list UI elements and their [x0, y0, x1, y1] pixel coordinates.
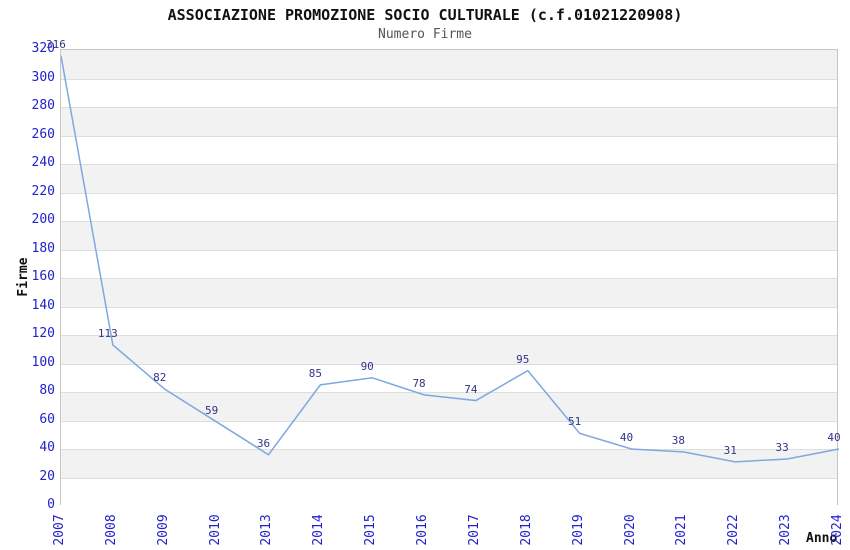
x-tick-label: 2024 — [830, 514, 845, 546]
y-tick-label: 80 — [39, 383, 55, 398]
gridline — [61, 363, 837, 365]
y-tick-label: 240 — [31, 155, 55, 170]
y-tick-label: 280 — [31, 98, 55, 113]
x-tick-label: 2023 — [778, 514, 794, 546]
gridline — [61, 192, 837, 194]
data-point-label: 31 — [723, 443, 737, 457]
y-tick-label: 320 — [31, 41, 55, 56]
x-tick-label: 2010 — [207, 514, 223, 546]
grid-band — [61, 107, 837, 136]
y-tick-label: 0 — [47, 497, 55, 512]
y-tick-label: 160 — [31, 269, 55, 284]
data-point-label: 38 — [671, 433, 686, 447]
gridline — [61, 420, 837, 422]
grid-band — [61, 477, 837, 506]
y-tick-label: 100 — [31, 354, 55, 370]
grid-band — [61, 306, 837, 335]
data-point-label: 85 — [308, 366, 322, 380]
grid-band — [61, 278, 837, 307]
x-tick-label: 2016 — [415, 514, 431, 546]
y-tick-label: 300 — [31, 69, 55, 85]
x-tick-label: 2021 — [674, 514, 690, 546]
data-point-label: 316 — [46, 37, 66, 51]
y-tick-label: 200 — [31, 212, 55, 227]
y-tick-label: 180 — [31, 240, 55, 256]
x-tick-label: 2018 — [518, 514, 534, 546]
y-tick-label: 60 — [39, 411, 55, 427]
gridline — [61, 306, 837, 308]
x-tick-label: 2007 — [52, 514, 67, 546]
grid-band — [61, 78, 837, 107]
data-point-label: 78 — [412, 376, 426, 390]
data-point-label: 113 — [97, 326, 118, 340]
data-point-label: 95 — [516, 352, 530, 366]
x-tick-label: 2008 — [103, 514, 119, 546]
grid-band — [61, 363, 837, 392]
gridline — [61, 335, 837, 336]
x-tick-label: 2017 — [466, 514, 482, 546]
x-tick-label: 2015 — [363, 514, 379, 546]
gridline — [61, 392, 837, 393]
gridline — [61, 221, 837, 222]
y-tick-label: 20 — [39, 468, 55, 484]
grid-band — [61, 221, 837, 250]
series-polyline — [61, 55, 839, 463]
data-point-label: 33 — [775, 440, 789, 454]
data-point-label: 90 — [360, 359, 374, 373]
data-point-label: 40 — [619, 431, 634, 444]
chart-subtitle: Numero Firme — [378, 27, 472, 42]
y-tick-label: 140 — [31, 297, 55, 313]
y-tick-label: 40 — [39, 440, 55, 455]
data-point-label: 82 — [153, 371, 167, 385]
data-point-label: 40 — [827, 431, 841, 444]
x-tick-label: 2009 — [155, 514, 171, 546]
gridline — [61, 107, 837, 108]
grid-band — [61, 335, 837, 364]
data-point-label: 59 — [204, 403, 219, 417]
gridline — [61, 78, 837, 80]
plot-area — [60, 49, 839, 506]
grid-band — [61, 420, 837, 449]
x-tick-label: 2022 — [726, 514, 742, 546]
gridline — [61, 278, 837, 279]
grid-band — [61, 249, 837, 278]
y-tick-label: 260 — [31, 126, 55, 142]
y-tick-label: 220 — [31, 183, 55, 199]
gridline — [61, 249, 837, 251]
data-point-label: 74 — [464, 382, 478, 396]
grid-band — [61, 50, 837, 79]
x-tick-label: 2019 — [570, 514, 586, 546]
gridline — [61, 477, 837, 479]
data-point-label: 51 — [568, 415, 582, 429]
gridline — [61, 449, 837, 450]
x-tick-label: 2013 — [259, 514, 275, 546]
grid-band — [61, 392, 837, 421]
x-axis-label: Anno — [806, 531, 838, 546]
line-series — [61, 55, 839, 463]
gridline — [61, 135, 837, 137]
grid-band — [61, 192, 837, 221]
x-tick-label: 2020 — [622, 514, 638, 546]
chart-title: ASSOCIAZIONE PROMOZIONE SOCIO CULTURALE … — [167, 6, 683, 24]
data-point-label: 36 — [256, 436, 271, 450]
grid-band — [61, 164, 837, 193]
grid-band — [61, 135, 837, 164]
gridline — [61, 164, 837, 165]
grid-band — [61, 449, 837, 478]
y-tick-label: 120 — [31, 326, 55, 341]
x-tick-label: 2014 — [311, 514, 327, 546]
